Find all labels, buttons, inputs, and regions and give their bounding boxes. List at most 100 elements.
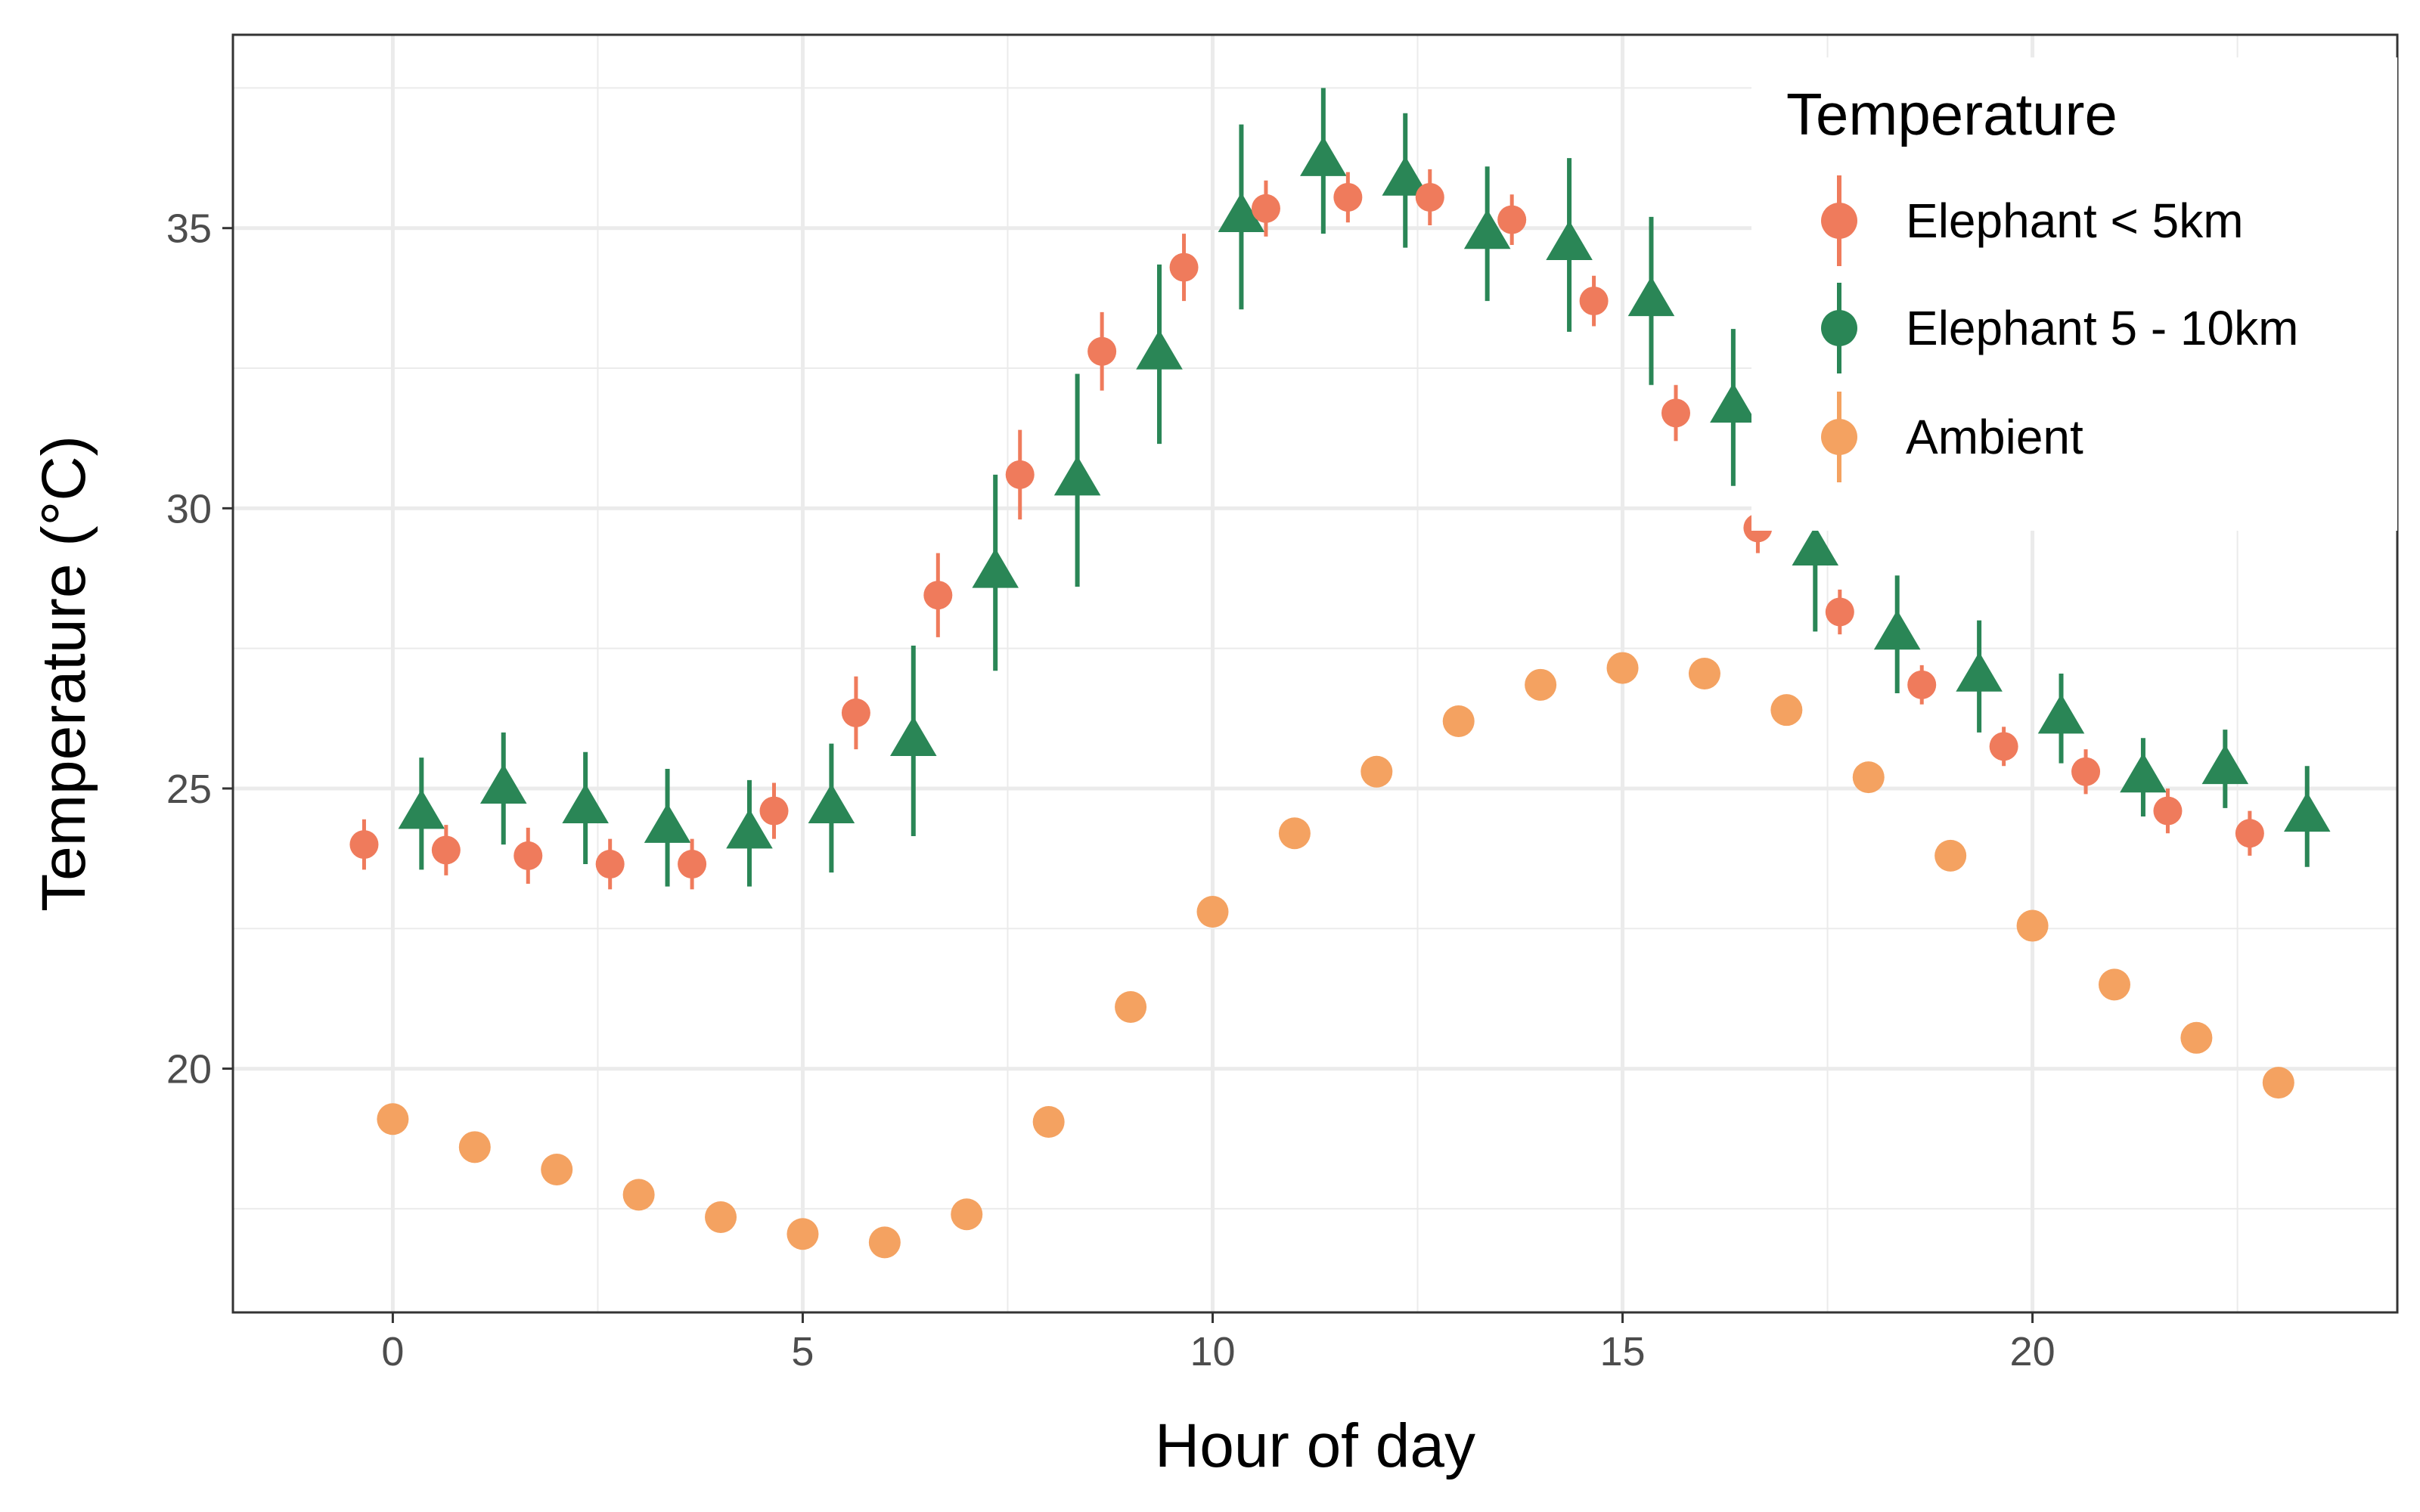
- elephant-5km-point: [1579, 287, 1609, 316]
- elephant-5-10km-point: [972, 548, 1019, 588]
- legend-items: Elephant < 5km Elephant 5 - 10km Ambient: [1821, 175, 2298, 482]
- legend-key-point: [1821, 203, 1857, 239]
- elephant-5-10km-point: [1627, 276, 1675, 317]
- elephant-5-10km-point: [479, 764, 527, 804]
- y-axis: 20 25 30 35: [166, 206, 233, 1092]
- ambient-point: [1115, 991, 1147, 1024]
- ambient-point: [2180, 1021, 2213, 1054]
- elephant-5-10km-point: [726, 808, 773, 849]
- ambient-point: [1934, 839, 1967, 872]
- series-layer: [349, 88, 2331, 1259]
- x-axis-title: Hour of day: [1155, 1411, 1475, 1480]
- elephant-5km-point: [513, 841, 543, 870]
- elephant-5km-point: [923, 581, 953, 610]
- elephant-5km-point: [1415, 182, 1444, 212]
- ambient-point: [458, 1131, 491, 1163]
- series-ambient: [377, 652, 2294, 1259]
- elephant-5km-point: [431, 835, 461, 865]
- ambient-point: [1360, 755, 1393, 788]
- legend-key-elephant-5-10km: [1821, 283, 1857, 373]
- ambient-point: [1442, 705, 1475, 738]
- elephant-5-10km-point: [1792, 525, 1839, 566]
- ambient-point: [705, 1201, 737, 1233]
- elephant-5km-point: [2071, 757, 2101, 786]
- series-elephant-5km: [349, 169, 2264, 890]
- ambient-point: [1852, 761, 1885, 794]
- y-tick-label: 20: [166, 1047, 212, 1092]
- y-tick-label: 35: [166, 206, 212, 252]
- elephant-5-10km-point: [644, 803, 691, 843]
- elephant-5km-point: [1251, 194, 1280, 223]
- ambient-point: [1688, 658, 1720, 689]
- ambient-point: [377, 1103, 409, 1136]
- elephant-5km-point: [1825, 597, 1854, 627]
- elephant-5-10km-point: [2037, 693, 2085, 734]
- elephant-5km-point: [678, 850, 707, 879]
- legend-title: Temperature: [1786, 81, 2118, 147]
- elephant-5km-point: [759, 796, 789, 826]
- elephant-5-10km-point: [1053, 455, 1101, 496]
- legend-key-ambient: [1821, 392, 1857, 482]
- elephant-5km-point: [1005, 460, 1035, 489]
- ambient-point: [868, 1226, 901, 1259]
- elephant-5km-point: [595, 850, 625, 879]
- legend-key-point: [1821, 419, 1857, 455]
- ambient-point: [1606, 652, 1639, 684]
- ambient-point: [2016, 909, 2049, 942]
- ambient-point: [2098, 968, 2130, 1001]
- ambient-point: [1196, 896, 1229, 928]
- elephant-5-10km-point: [398, 789, 445, 829]
- elephant-5km-point: [1497, 205, 1527, 234]
- elephant-5-10km-point: [890, 716, 937, 757]
- elephant-5km-point: [1333, 182, 1363, 212]
- ambient-point: [2262, 1067, 2294, 1099]
- elephant-5km-point: [1907, 670, 1937, 699]
- legend-key-point: [1821, 310, 1857, 346]
- legend: Temperature Elephant < 5km Elephant 5 - 1…: [1751, 57, 2397, 531]
- legend-key-elephant-5km: [1821, 175, 1857, 266]
- y-axis-title: Temperature (°C): [29, 435, 98, 912]
- elephant-5-10km-point: [1136, 330, 1183, 370]
- elephant-5km-point: [1989, 732, 2018, 761]
- elephant-5km-point: [2235, 819, 2264, 848]
- panel-border: [231, 33, 2399, 1314]
- x-tick-label: 0: [381, 1329, 404, 1374]
- x-tick-label: 10: [1190, 1329, 1235, 1374]
- elephant-5km-point: [349, 830, 379, 860]
- ambient-point: [1278, 817, 1311, 850]
- x-axis: 0 5 10 15 20: [381, 1312, 2055, 1374]
- legend-background: [1751, 57, 2397, 531]
- elephant-5-10km-point: [1956, 652, 2003, 692]
- elephant-5-10km-point: [1710, 383, 1757, 423]
- ambient-point: [1032, 1105, 1065, 1138]
- ambient-point: [541, 1153, 573, 1185]
- elephant-5-10km-point: [2201, 744, 2249, 785]
- x-tick-label: 20: [2010, 1329, 2055, 1374]
- ambient-point: [951, 1198, 983, 1231]
- elephant-5-10km-point: [808, 783, 855, 823]
- y-tick-label: 30: [166, 486, 212, 531]
- elephant-5km-point: [1169, 253, 1199, 282]
- elephant-5km-point: [1087, 336, 1117, 366]
- elephant-5-10km-point: [562, 783, 609, 823]
- elephant-5km-point: [2153, 796, 2183, 826]
- elephant-5-10km-point: [2283, 792, 2331, 832]
- elephant-5-10km-point: [2120, 752, 2167, 793]
- elephant-5-10km-point: [1300, 136, 1347, 176]
- ambient-point: [622, 1179, 655, 1211]
- elephant-5-10km-point: [1463, 209, 1511, 249]
- legend-label: Ambient: [1906, 410, 2083, 464]
- elephant-5-10km-point: [1873, 609, 1921, 650]
- ambient-point: [1525, 668, 1557, 701]
- elephant-5-10km-point: [1382, 156, 1429, 196]
- ambient-point: [1770, 694, 1803, 727]
- elephant-5km-point: [841, 698, 870, 727]
- legend-label: Elephant < 5km: [1906, 194, 2244, 248]
- x-tick-label: 15: [1599, 1329, 1645, 1374]
- elephant-5-10km-point: [1218, 192, 1265, 232]
- x-tick-label: 5: [791, 1329, 814, 1374]
- ambient-point: [786, 1218, 819, 1250]
- series-elephant-5-10km: [398, 88, 2331, 887]
- legend-label: Elephant 5 - 10km: [1906, 301, 2298, 355]
